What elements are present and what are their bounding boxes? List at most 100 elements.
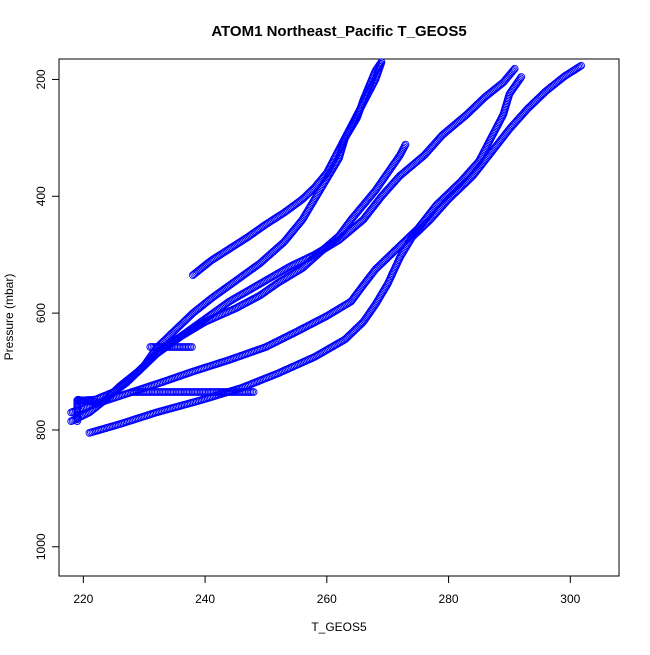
x-tick-label: 260: [317, 592, 337, 606]
data-point: [242, 269, 251, 277]
data-point: [188, 343, 196, 351]
data-point: [210, 292, 219, 301]
data-point: [147, 351, 156, 360]
data-point: [219, 285, 228, 294]
data-point: [250, 263, 259, 272]
data-point: [365, 309, 374, 318]
data-point: [142, 359, 150, 367]
data-point: [507, 87, 516, 96]
data-point: [367, 306, 375, 315]
data-point: [358, 318, 367, 327]
data-point: [509, 84, 517, 93]
data-point: [235, 274, 243, 283]
data-point: [283, 206, 292, 214]
data-point: [222, 284, 230, 292]
data-point: [377, 178, 386, 187]
data-point: [387, 163, 396, 172]
data-point: [246, 266, 255, 274]
data-point: [336, 229, 345, 238]
data-point: [221, 300, 229, 309]
data-point: [375, 180, 384, 189]
data-point: [291, 200, 300, 209]
series-6: [189, 58, 386, 280]
data-point: [231, 277, 239, 286]
data-point: [266, 284, 275, 293]
x-axis: 220 240 260 280 300: [73, 575, 581, 606]
data-point: [242, 233, 251, 242]
y-tick-label: 200: [34, 69, 48, 89]
x-tick-label: 300: [560, 592, 580, 606]
data-point: [294, 198, 302, 207]
data-point: [252, 262, 260, 271]
data-point: [369, 302, 378, 311]
data-point: [112, 386, 121, 394]
data-point: [344, 219, 353, 228]
data-point: [145, 353, 154, 362]
data-point: [111, 387, 120, 395]
data-point: [292, 199, 301, 208]
data-point: [207, 294, 216, 302]
data-point: [339, 226, 348, 234]
data-point: [255, 291, 264, 300]
data-point: [268, 282, 277, 291]
data-point: [244, 268, 252, 276]
series-7: [128, 388, 258, 396]
data-point: [271, 280, 280, 289]
data-point: [340, 224, 349, 233]
data-point: [351, 292, 359, 300]
data-point: [213, 290, 221, 299]
data-point: [393, 154, 402, 163]
data-point: [362, 313, 371, 322]
data-point: [349, 294, 358, 303]
data-point: [388, 162, 397, 171]
data-point: [261, 288, 269, 296]
data-point: [91, 398, 100, 406]
data-point: [211, 307, 220, 316]
data-point: [357, 284, 365, 293]
data-point: [218, 286, 226, 295]
data-point: [390, 159, 398, 168]
data-point: [512, 79, 521, 88]
data-point: [281, 208, 290, 216]
data-point: [218, 302, 227, 311]
data-point: [265, 285, 273, 294]
data-point: [232, 276, 241, 285]
data-point: [353, 289, 361, 298]
data-point: [338, 227, 347, 235]
data-point: [376, 179, 385, 188]
data-point: [381, 173, 389, 181]
data-point: [360, 316, 369, 324]
y-tick-label: 1000: [34, 533, 48, 560]
data-point: [401, 140, 410, 149]
data-point: [115, 384, 124, 392]
data-points: [67, 58, 586, 437]
series-9: [73, 395, 100, 426]
data-point: [514, 77, 523, 85]
data-point: [516, 74, 525, 83]
data-point: [377, 58, 386, 67]
data-point: [254, 225, 263, 234]
data-point: [114, 385, 122, 393]
data-point: [270, 281, 278, 290]
data-point: [511, 82, 519, 91]
data-point: [267, 283, 276, 292]
data-point: [383, 169, 392, 177]
data-point: [246, 231, 255, 239]
data-point: [257, 223, 266, 232]
data-point: [382, 170, 391, 179]
data-point: [262, 287, 271, 295]
data-point: [348, 296, 357, 304]
data-point: [379, 175, 387, 184]
data-point: [380, 174, 388, 183]
data-point: [141, 360, 149, 369]
data-point: [228, 279, 237, 288]
data-point: [508, 67, 517, 76]
data-point: [287, 203, 296, 212]
data-point: [385, 166, 394, 175]
data-point: [249, 388, 258, 396]
data-point: [378, 177, 387, 185]
data-point: [258, 290, 267, 298]
data-point: [280, 208, 288, 217]
data-point: [206, 295, 215, 303]
